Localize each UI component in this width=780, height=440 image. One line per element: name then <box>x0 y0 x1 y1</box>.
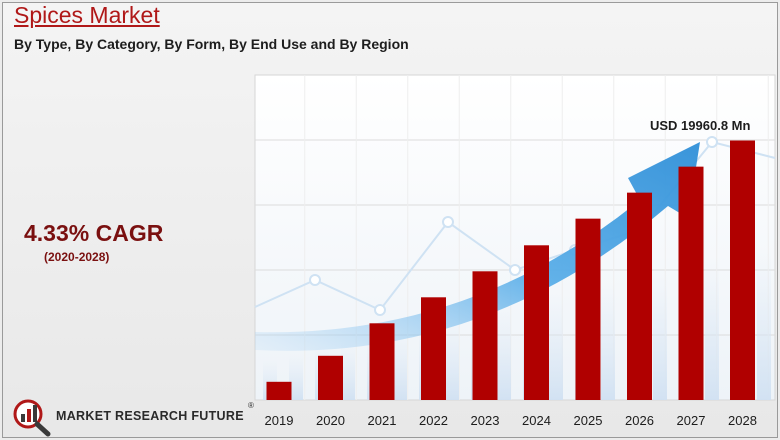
cagr-period: (2020-2028) <box>44 250 110 264</box>
page-title: Spices Market <box>14 2 160 28</box>
decorative-point <box>442 216 454 228</box>
bar-2027 <box>678 166 704 400</box>
decorative-point <box>706 136 718 148</box>
x-tick-label: 2022 <box>419 413 448 428</box>
decorative-point <box>374 304 386 316</box>
x-tick-label: 2023 <box>471 413 500 428</box>
x-tick-label: 2027 <box>677 413 706 428</box>
bar-2020 <box>318 355 343 400</box>
decorative-bar <box>289 354 303 400</box>
max-value-annotation: USD 19960.8 Mn <box>650 118 750 133</box>
decorative-bar <box>445 318 459 400</box>
x-tick-label: 2026 <box>625 413 654 428</box>
bar-2024 <box>524 245 549 400</box>
bar-2022 <box>421 297 446 400</box>
decorative-point <box>509 264 521 276</box>
bar-2028 <box>730 140 755 401</box>
x-tick-label: 2028 <box>728 413 757 428</box>
decorative-point <box>309 274 321 286</box>
decorative-bar <box>393 330 407 400</box>
trademark-symbol: ® <box>248 401 254 410</box>
decorative-bar <box>341 342 355 400</box>
magnifier-chart-icon <box>13 399 51 437</box>
page-subtitle: By Type, By Category, By Form, By End Us… <box>14 36 409 52</box>
x-tick-label: 2020 <box>316 413 345 428</box>
bar-2021 <box>369 323 395 400</box>
x-tick-label: 2025 <box>574 413 603 428</box>
decorative-bar <box>549 294 563 400</box>
bar-2019 <box>266 381 292 400</box>
x-tick-label: 2021 <box>368 413 397 428</box>
brand-name: MARKET RESEARCH FUTURE <box>56 409 244 423</box>
decorative-bar <box>757 246 771 400</box>
cagr-value: 4.33% CAGR <box>24 220 164 246</box>
decorative-bar <box>497 306 511 400</box>
bar-2026 <box>627 192 652 400</box>
brand-logo: MARKET RESEARCH FUTURE ® <box>10 397 262 437</box>
decorative-bar <box>705 258 719 400</box>
bar-2023 <box>472 271 498 400</box>
x-tick-label: 2019 <box>265 413 294 428</box>
bar-2025 <box>575 218 601 400</box>
x-tick-label: 2024 <box>522 413 551 428</box>
decorative-bar <box>653 270 667 400</box>
x-axis-labels: 2019 2020 2021 2022 2023 2024 2025 2026 2027 2028 <box>265 413 757 428</box>
bars-group <box>266 140 755 401</box>
decorative-bar <box>601 282 615 400</box>
